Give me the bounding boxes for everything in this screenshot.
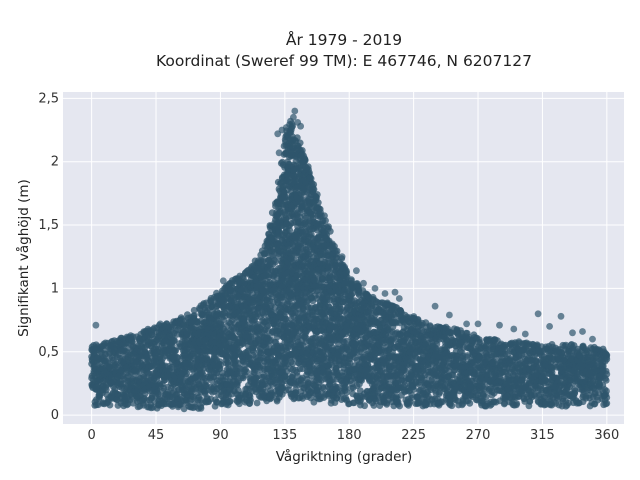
data-point [123, 401, 131, 409]
data-points [88, 107, 611, 413]
chart-subtitle: Koordinat (Sweref 99 TM): E 467746, N 62… [156, 52, 532, 70]
data-point [183, 370, 191, 378]
data-point [190, 306, 198, 314]
data-point [314, 199, 322, 207]
data-point [305, 166, 312, 174]
data-point [170, 336, 178, 344]
data-point [396, 402, 403, 410]
data-point [226, 398, 234, 405]
data-point [322, 217, 329, 225]
data-point [253, 399, 261, 407]
data-point [128, 337, 136, 345]
data-point [171, 347, 179, 355]
data-point [173, 353, 181, 361]
data-point [296, 139, 304, 147]
data-point [246, 400, 253, 407]
data-point [361, 402, 368, 410]
data-point [343, 268, 350, 276]
data-point [307, 175, 315, 183]
chart-title: År 1979 - 2019 [286, 30, 402, 49]
data-point [106, 401, 114, 409]
data-point [326, 227, 334, 235]
data-point [190, 312, 198, 320]
